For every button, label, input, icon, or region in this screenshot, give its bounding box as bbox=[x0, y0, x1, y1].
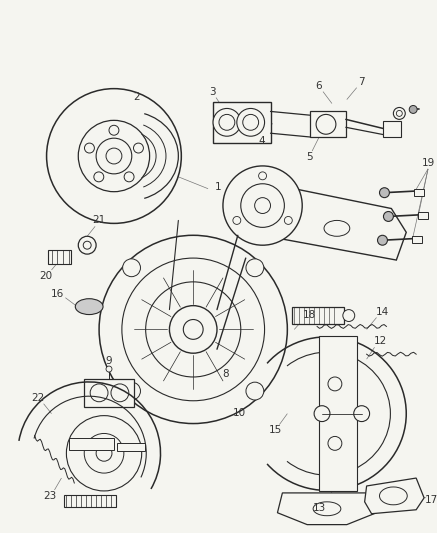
Polygon shape bbox=[48, 250, 71, 264]
Circle shape bbox=[183, 319, 203, 340]
Circle shape bbox=[223, 166, 302, 245]
Bar bbox=[213, 101, 271, 143]
Circle shape bbox=[379, 188, 389, 198]
Text: 18: 18 bbox=[302, 310, 316, 320]
Circle shape bbox=[146, 282, 241, 377]
Bar bbox=[292, 306, 344, 325]
Text: 5: 5 bbox=[306, 152, 312, 162]
Circle shape bbox=[255, 198, 271, 214]
Circle shape bbox=[170, 305, 217, 353]
Circle shape bbox=[66, 416, 142, 491]
Circle shape bbox=[237, 108, 264, 136]
Circle shape bbox=[354, 406, 370, 422]
Text: 15: 15 bbox=[269, 425, 282, 435]
Circle shape bbox=[316, 115, 336, 134]
Circle shape bbox=[124, 172, 134, 182]
Circle shape bbox=[393, 108, 405, 119]
Circle shape bbox=[233, 216, 241, 224]
Circle shape bbox=[284, 216, 292, 224]
Text: 4: 4 bbox=[258, 136, 265, 146]
Polygon shape bbox=[319, 336, 357, 491]
Circle shape bbox=[246, 259, 264, 277]
Text: 16: 16 bbox=[51, 289, 64, 299]
Text: 17: 17 bbox=[424, 495, 437, 505]
Circle shape bbox=[378, 235, 388, 245]
Circle shape bbox=[343, 310, 355, 321]
Circle shape bbox=[123, 382, 140, 400]
Polygon shape bbox=[364, 478, 424, 514]
Circle shape bbox=[246, 382, 264, 400]
Bar bbox=[84, 379, 134, 407]
Circle shape bbox=[122, 258, 264, 401]
Circle shape bbox=[123, 259, 140, 277]
Text: 10: 10 bbox=[233, 408, 246, 418]
Text: 21: 21 bbox=[93, 215, 106, 225]
Circle shape bbox=[314, 406, 330, 422]
Circle shape bbox=[106, 366, 112, 372]
Circle shape bbox=[78, 120, 149, 192]
Bar bbox=[418, 213, 428, 220]
Text: 19: 19 bbox=[421, 158, 435, 168]
Bar bbox=[117, 443, 145, 451]
Circle shape bbox=[96, 446, 112, 461]
Circle shape bbox=[133, 143, 143, 153]
Circle shape bbox=[106, 148, 122, 164]
Bar bbox=[412, 236, 422, 243]
Circle shape bbox=[78, 236, 96, 254]
Circle shape bbox=[219, 115, 235, 130]
Circle shape bbox=[84, 143, 94, 153]
Text: 3: 3 bbox=[209, 87, 215, 96]
Bar bbox=[69, 439, 114, 450]
Text: 9: 9 bbox=[106, 356, 112, 366]
Text: 6: 6 bbox=[316, 80, 323, 91]
Circle shape bbox=[328, 377, 342, 391]
Circle shape bbox=[111, 384, 129, 402]
Ellipse shape bbox=[324, 221, 350, 236]
Bar bbox=[64, 495, 116, 507]
Bar bbox=[310, 111, 346, 137]
Text: 2: 2 bbox=[133, 92, 140, 102]
Circle shape bbox=[94, 172, 104, 182]
Text: 12: 12 bbox=[374, 336, 387, 346]
Circle shape bbox=[90, 384, 108, 402]
Circle shape bbox=[328, 437, 342, 450]
Circle shape bbox=[409, 106, 417, 114]
Polygon shape bbox=[277, 493, 377, 524]
Text: 13: 13 bbox=[312, 503, 326, 513]
Text: 23: 23 bbox=[43, 491, 56, 501]
Text: 14: 14 bbox=[376, 306, 389, 317]
Circle shape bbox=[213, 108, 241, 136]
Circle shape bbox=[396, 110, 402, 116]
Circle shape bbox=[241, 184, 284, 228]
Bar bbox=[383, 122, 401, 137]
Circle shape bbox=[243, 115, 259, 130]
Circle shape bbox=[99, 235, 288, 424]
Text: 1: 1 bbox=[215, 182, 221, 192]
Ellipse shape bbox=[75, 298, 103, 314]
Text: 22: 22 bbox=[31, 393, 44, 403]
Circle shape bbox=[383, 212, 393, 221]
Bar bbox=[414, 189, 424, 196]
Text: 7: 7 bbox=[358, 77, 365, 87]
Circle shape bbox=[47, 88, 181, 223]
Polygon shape bbox=[246, 179, 406, 260]
Circle shape bbox=[96, 138, 132, 174]
Circle shape bbox=[84, 433, 124, 473]
Circle shape bbox=[83, 241, 91, 249]
Text: 20: 20 bbox=[39, 271, 52, 281]
Circle shape bbox=[259, 172, 267, 180]
Circle shape bbox=[109, 125, 119, 135]
Text: 8: 8 bbox=[222, 369, 229, 379]
